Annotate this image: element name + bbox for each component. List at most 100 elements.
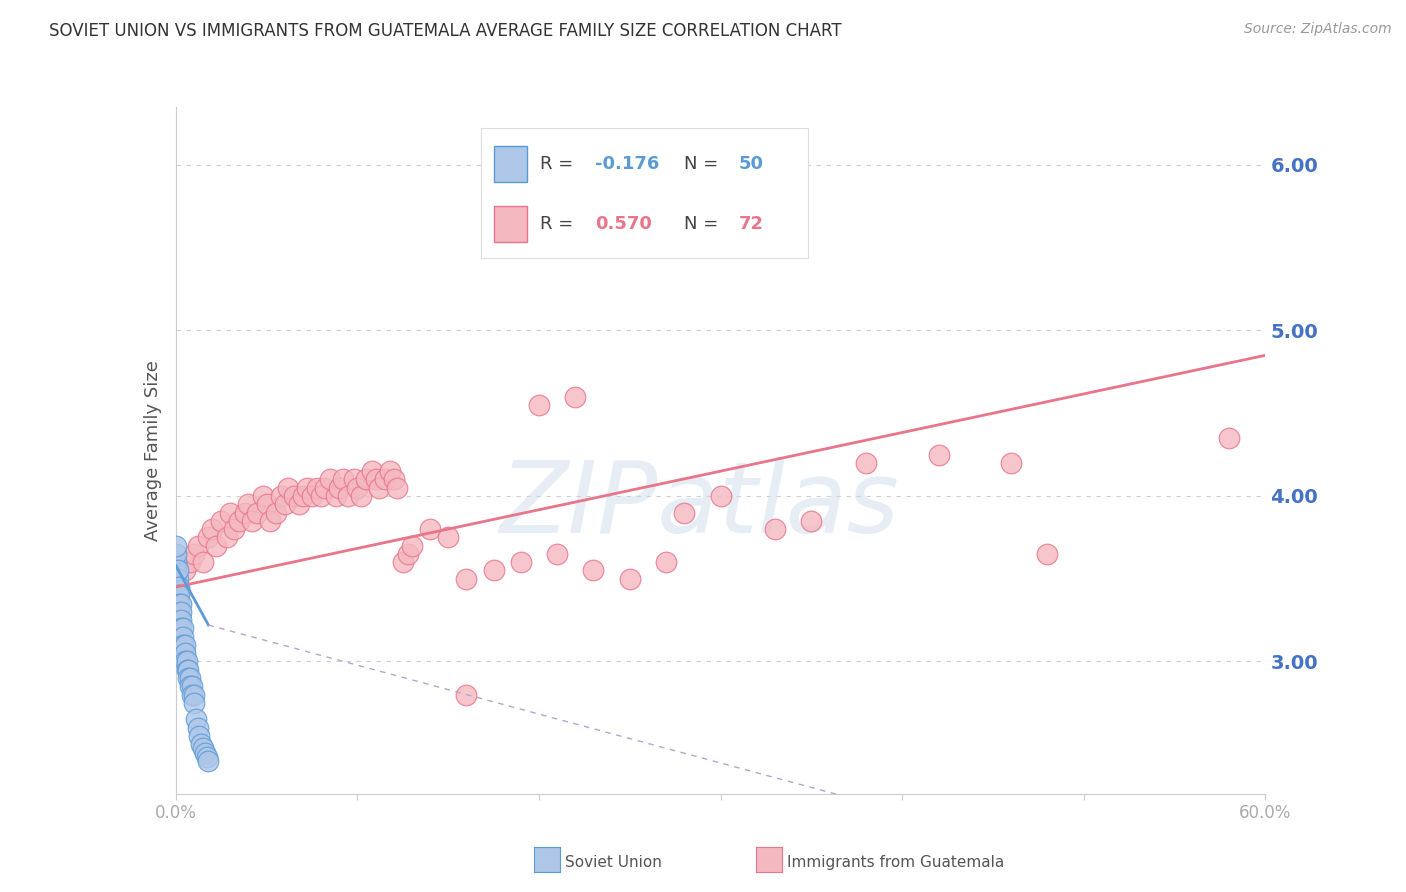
Point: [183, 696, 205, 710]
Point: [456, 688, 478, 702]
Point: [165, 597, 187, 611]
Point: [186, 721, 209, 735]
Point: [240, 514, 263, 528]
Point: [1036, 547, 1059, 561]
Point: [343, 472, 366, 486]
Point: [166, 588, 188, 602]
Point: [710, 489, 733, 503]
Point: [283, 489, 305, 503]
Point: [673, 506, 696, 520]
Point: [509, 555, 531, 569]
Point: [190, 737, 212, 751]
Point: [170, 605, 193, 619]
Point: [165, 605, 187, 619]
Point: [165, 564, 187, 578]
Point: [855, 456, 877, 470]
Point: [274, 497, 297, 511]
Point: [173, 655, 195, 669]
Point: [527, 398, 550, 412]
Point: [179, 555, 201, 569]
Point: [288, 497, 311, 511]
Point: [165, 547, 187, 561]
Point: [194, 746, 217, 760]
Text: Soviet Union: Soviet Union: [565, 855, 662, 870]
Point: [319, 472, 342, 486]
Point: [195, 750, 218, 764]
Point: [401, 539, 423, 553]
Point: [166, 613, 188, 627]
Point: [186, 539, 209, 553]
Point: [337, 489, 360, 503]
Point: [546, 547, 568, 561]
Point: [928, 448, 950, 462]
Point: [170, 597, 193, 611]
Point: [1218, 431, 1240, 445]
Point: [270, 489, 292, 503]
Point: [295, 481, 318, 495]
Point: [277, 481, 299, 495]
Point: [314, 481, 336, 495]
Point: [763, 522, 786, 536]
Point: [183, 688, 205, 702]
Point: [176, 655, 198, 669]
Point: [228, 514, 250, 528]
Point: [177, 663, 200, 677]
Point: [564, 390, 586, 404]
Point: [201, 522, 224, 536]
Point: [800, 514, 823, 528]
Point: [619, 572, 641, 586]
Point: [170, 613, 193, 627]
Point: [360, 464, 382, 478]
Point: [176, 663, 198, 677]
Point: [166, 572, 188, 586]
Point: [396, 547, 419, 561]
Point: [169, 580, 191, 594]
Text: Immigrants from Guatemala: Immigrants from Guatemala: [787, 855, 1005, 870]
Point: [307, 481, 329, 495]
Point: [582, 564, 605, 578]
Point: [166, 564, 188, 578]
Point: [256, 497, 278, 511]
Point: [332, 472, 354, 486]
Point: [222, 522, 245, 536]
Point: [291, 489, 314, 503]
Point: [301, 489, 323, 503]
Point: [252, 489, 274, 503]
Point: [246, 506, 269, 520]
Point: [183, 547, 205, 561]
Point: [325, 489, 347, 503]
Point: [328, 481, 350, 495]
Point: [172, 630, 194, 644]
Point: [165, 613, 187, 627]
Point: [165, 555, 187, 569]
Point: [169, 588, 191, 602]
Point: [165, 539, 187, 553]
Point: [378, 464, 401, 478]
Point: [482, 564, 505, 578]
Point: [179, 671, 201, 685]
Point: [456, 572, 478, 586]
Point: [165, 588, 187, 602]
Point: [419, 522, 441, 536]
Point: [233, 506, 256, 520]
Point: [173, 564, 195, 578]
Point: [184, 713, 207, 727]
Text: SOVIET UNION VS IMMIGRANTS FROM GUATEMALA AVERAGE FAMILY SIZE CORRELATION CHART: SOVIET UNION VS IMMIGRANTS FROM GUATEMAL…: [49, 22, 842, 40]
Point: [166, 605, 188, 619]
Y-axis label: Average Family Size: Average Family Size: [143, 360, 162, 541]
Point: [170, 621, 193, 635]
Point: [215, 530, 238, 544]
Point: [177, 671, 200, 685]
Point: [219, 506, 242, 520]
Point: [191, 740, 214, 755]
Point: [181, 679, 204, 693]
Point: [173, 646, 195, 660]
Point: [172, 621, 194, 635]
Point: [350, 489, 373, 503]
Point: [173, 638, 195, 652]
Point: [165, 580, 187, 594]
Point: [166, 597, 188, 611]
Point: [169, 597, 191, 611]
Point: [197, 754, 219, 768]
Point: [437, 530, 460, 544]
